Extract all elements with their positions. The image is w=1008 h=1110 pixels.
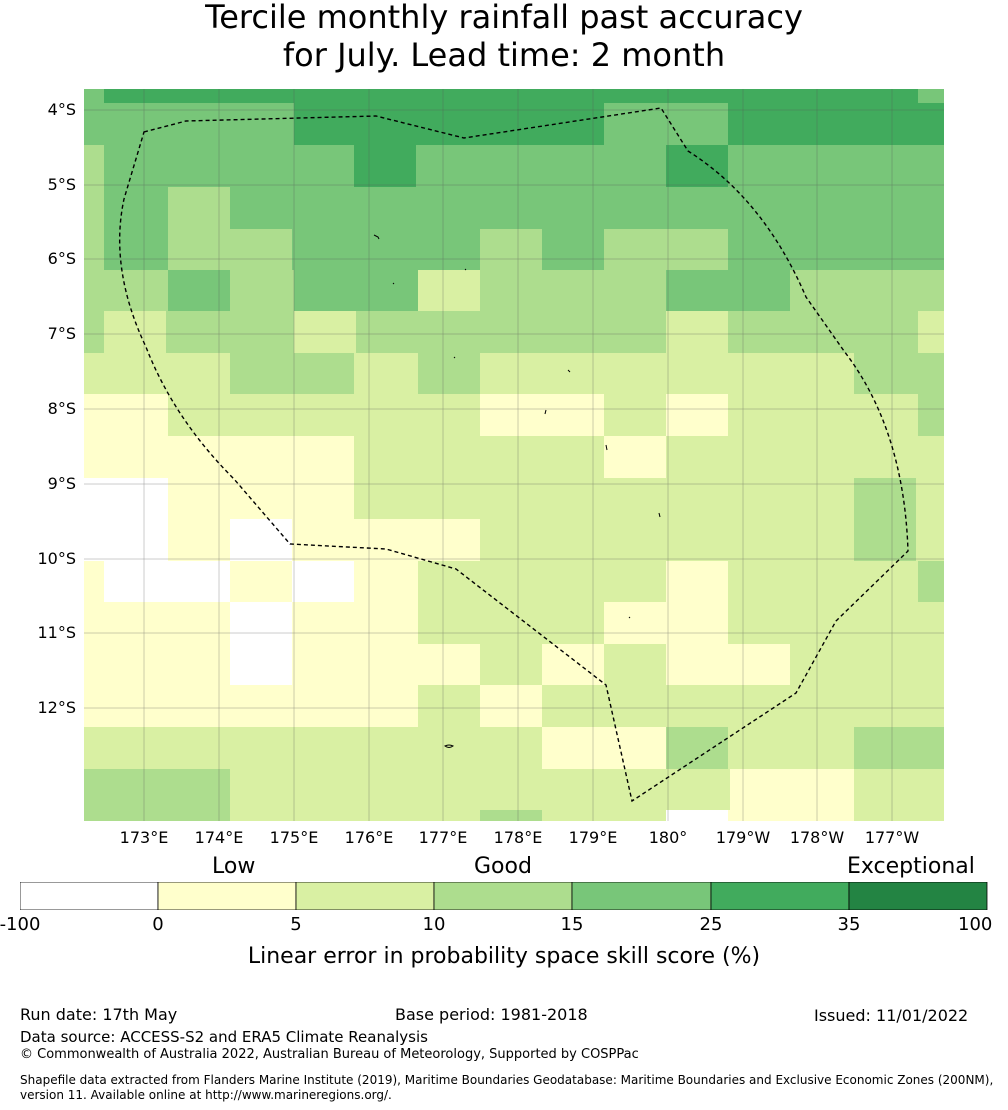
issued-date: Issued: 11/01/2022: [814, 1006, 969, 1025]
colorbar-category-low: Low: [212, 854, 256, 879]
lon-label: 177°E: [418, 828, 468, 847]
lon-label: 177°W: [864, 828, 920, 847]
lat-label: 11°S: [37, 623, 76, 642]
map-title-line-1: Tercile monthly rainfall past accuracy: [205, 0, 803, 36]
lat-label: 7°S: [47, 324, 76, 343]
lat-label: 8°S: [47, 399, 76, 418]
lat-label: 12°S: [37, 698, 76, 717]
run-date: Run date: 17th May: [20, 1005, 178, 1024]
data-source: Data source: ACCESS-S2 and ERA5 Climate …: [20, 1028, 428, 1046]
lon-label: 178°W: [789, 828, 845, 847]
lon-label: 175°E: [269, 828, 319, 847]
colorbar: [20, 882, 988, 910]
map-canvas: [84, 89, 944, 821]
lat-label: 4°S: [47, 100, 76, 119]
copyright: © Commonwealth of Australia 2022, Austra…: [20, 1047, 639, 1062]
base-period: Base period: 1981-2018: [395, 1005, 588, 1024]
map-title-line-2: for July. Lead time: 2 month: [282, 36, 726, 74]
colorbar-tick: 25: [699, 914, 723, 935]
lon-label: 176°E: [344, 828, 394, 847]
colorbar-label: Linear error in probability space skill …: [247, 944, 761, 969]
lon-label: 179°W: [715, 828, 771, 847]
lon-label: 180°: [648, 828, 688, 847]
eez-boundary: [118, 107, 909, 803]
lon-label: 179°E: [568, 828, 618, 847]
colorbar-tick: 0: [152, 914, 164, 935]
lon-label: 173°E: [119, 828, 169, 847]
colorbar-tick: 15: [560, 914, 584, 935]
colorbar-tick: 10: [422, 914, 446, 935]
colorbar-category-exceptional: Exceptional: [847, 854, 975, 879]
colorbar-tick: 5: [290, 914, 302, 935]
colorbar-tick: 100: [958, 914, 993, 935]
shapefile-credit: Shapefile data extracted from Flanders M…: [20, 1073, 994, 1102]
lon-label: 174°E: [194, 828, 244, 847]
colorbar-tick: -100: [0, 914, 41, 935]
lat-label: 10°S: [37, 549, 76, 568]
lat-label: 9°S: [47, 474, 76, 493]
lat-label: 5°S: [47, 175, 76, 194]
lat-label: 6°S: [47, 249, 76, 268]
rainfall-accuracy-map: [84, 89, 944, 821]
lon-label: 178°E: [493, 828, 543, 847]
colorbar-category-good: Good: [474, 854, 532, 879]
colorbar-tick: 35: [837, 914, 861, 935]
